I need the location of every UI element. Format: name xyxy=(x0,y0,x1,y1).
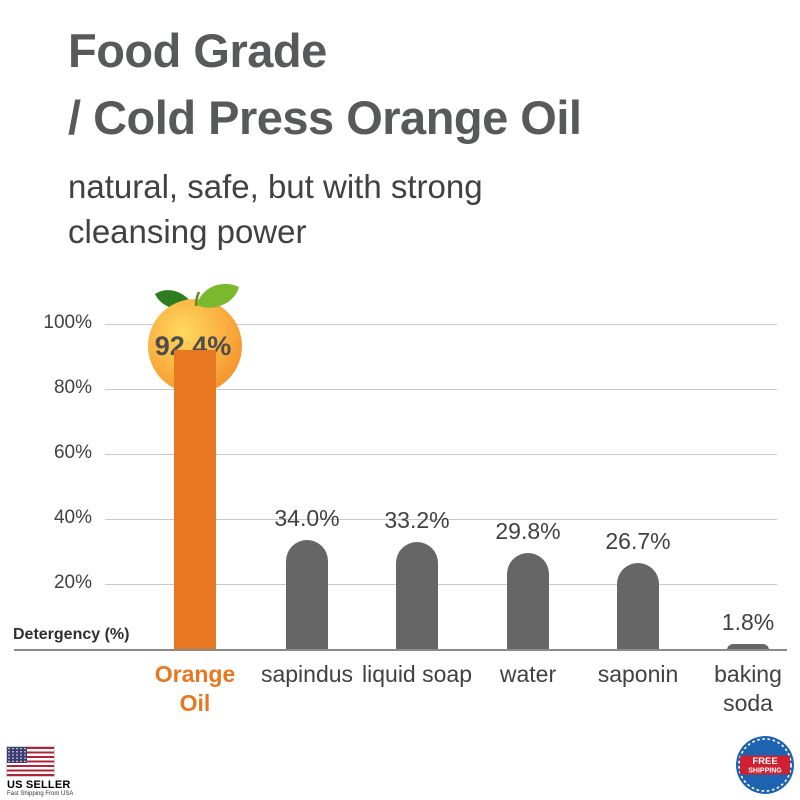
gridline xyxy=(105,519,777,520)
leaf-light xyxy=(197,283,239,308)
bar-value-label-saponin: 26.7% xyxy=(605,528,671,555)
gridline xyxy=(105,454,777,455)
bar-sapindus xyxy=(286,539,328,650)
plot-area: 92.4% 34.0% 33.2% 29.8% 26.7% 1.8% xyxy=(105,283,777,650)
bar-water xyxy=(507,553,549,650)
x-label-baking-soda: baking soda xyxy=(714,661,782,717)
x-axis: Orange Oil sapindus liquid soap water saponi… xyxy=(105,660,782,750)
bar-value-label-sapindus: 34.0% xyxy=(274,504,340,531)
bar-liquid-soap xyxy=(396,542,438,650)
y-tick-label: 100% xyxy=(43,312,92,333)
page-subtitle: natural, safe, but with strong cleansing… xyxy=(68,165,768,254)
x-label-orange-oil: Orange Oil xyxy=(154,661,236,717)
bar-value-label-baking-soda: 1.8% xyxy=(721,609,775,635)
bar-value-label-liquid-soap: 33.2% xyxy=(384,507,450,534)
gridline xyxy=(105,584,777,585)
bar-baking-soda xyxy=(727,644,769,650)
x-label-liquid-soap: liquid soap xyxy=(362,661,472,687)
free-shipping-icon: FREE SHIPPING xyxy=(736,736,794,794)
y-axis: 100% 80% 60% 40% 20% xyxy=(0,312,92,650)
y-axis-title: Detergency (%) xyxy=(13,626,130,643)
bar-orange-oil xyxy=(174,349,216,650)
bar-saponin xyxy=(617,563,659,650)
us-seller-sublabel: Fast Shipping From USA xyxy=(7,791,74,797)
gridline xyxy=(105,389,777,390)
bar-value-label-water: 29.8% xyxy=(495,518,561,545)
x-label-sapindus: sapindus xyxy=(260,661,354,687)
title-line-2: / Cold Press Orange Oil xyxy=(68,90,582,144)
x-axis-line xyxy=(14,649,787,651)
us-seller-label: US SELLER xyxy=(7,779,71,791)
title-line-1: Food Grade xyxy=(68,24,327,77)
us-flag-canton xyxy=(7,747,27,763)
leaf-stem xyxy=(194,291,201,306)
free-shipping-line1: FREE xyxy=(752,756,777,767)
y-tick-label: 40% xyxy=(53,507,92,528)
page-title: Food Grade / Cold Press Orange Oil xyxy=(68,18,768,151)
gridline xyxy=(105,324,777,325)
y-tick-label: 20% xyxy=(53,572,92,593)
x-label-saponin: saponin xyxy=(597,661,679,687)
y-tick-label: 60% xyxy=(53,442,92,463)
free-shipping-line2: SHIPPING xyxy=(748,768,782,775)
header: Food Grade / Cold Press Orange Oil natur… xyxy=(68,18,768,255)
subtitle-line-2: cleansing power xyxy=(68,213,307,251)
free-shipping-badge: FREE SHIPPING xyxy=(735,735,795,795)
y-tick-label: 80% xyxy=(53,377,92,398)
us-seller-badge: US SELLER Fast Shipping From USA xyxy=(6,746,87,797)
x-label-water: water xyxy=(499,661,557,687)
orange-body xyxy=(148,298,242,393)
subtitle-line-1: natural, safe, but with strong xyxy=(68,168,483,206)
us-flag-icon xyxy=(6,746,55,777)
